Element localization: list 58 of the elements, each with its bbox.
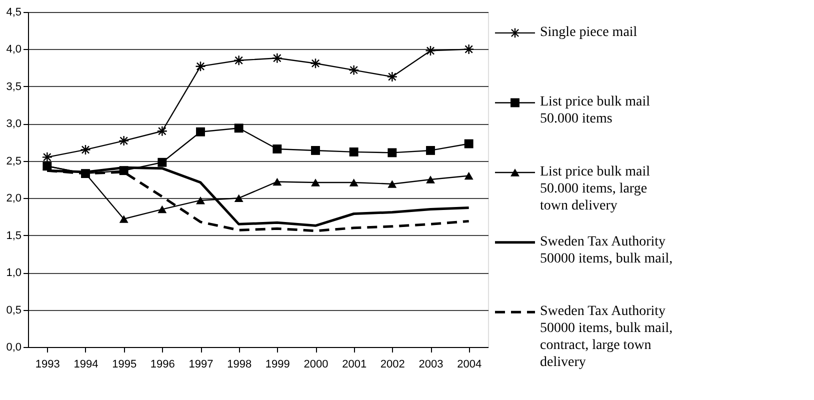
legend-label: List price bulk mail 50.000 items, large town delivery (540, 164, 650, 214)
y-tick-label: 2,0 (6, 192, 22, 205)
y-tick-label: 2,5 (6, 155, 22, 168)
x-tick-label: 1998 (227, 358, 252, 370)
point (118, 135, 130, 146)
point (464, 139, 474, 148)
x-tick-label: 1993 (35, 358, 60, 370)
point (272, 144, 282, 154)
point (388, 148, 397, 158)
point (311, 146, 320, 155)
point (195, 61, 206, 72)
y-tick-label: 1,0 (6, 267, 22, 280)
y-tick-label: 0,0 (6, 342, 22, 354)
point (42, 152, 53, 163)
point (158, 205, 167, 214)
y-tick-label: 3,5 (6, 80, 22, 93)
y-tick-label: 0,5 (6, 304, 22, 316)
point (349, 178, 358, 186)
x-tick-label: 2004 (457, 358, 482, 370)
point (234, 194, 244, 202)
point (233, 55, 244, 66)
point (386, 71, 398, 82)
x-tick-label: 2000 (304, 358, 328, 370)
point (196, 127, 205, 136)
point (119, 215, 128, 223)
point (196, 196, 205, 204)
point (234, 124, 244, 133)
y-tick-label: 4,5 (6, 6, 22, 18)
x-tick-label: 1995 (112, 358, 137, 370)
legend-label: List price bulk mail 50.000 items (540, 94, 650, 127)
x-tick-label: 1996 (150, 358, 175, 370)
x-tick-label: 2003 (418, 358, 444, 370)
point (272, 178, 282, 186)
point (311, 178, 320, 186)
x-tick-label: 1999 (265, 358, 290, 370)
x-tick-label: 1997 (188, 358, 214, 370)
legend-label: Single piece mail (540, 24, 638, 40)
point (80, 144, 91, 156)
y-tick-label: 1,5 (6, 230, 22, 242)
point (158, 158, 167, 167)
point (426, 176, 435, 184)
x-tick-label: 2002 (380, 358, 405, 370)
point (464, 172, 474, 180)
legend-label: Sweden Tax Authority 50000 items, bulk mail, contract, large town delivery (540, 304, 673, 370)
point (426, 146, 435, 155)
point (388, 180, 397, 188)
point (349, 147, 358, 156)
point (348, 64, 360, 76)
y-tick-label: 4,0 (6, 44, 22, 56)
point (272, 52, 283, 64)
point (156, 126, 168, 136)
y-tick-label: 3,0 (6, 118, 22, 130)
x-tick-label: 1994 (74, 358, 98, 370)
point (310, 58, 321, 69)
legend-label: Sweden Tax Authority 50000 items, bulk mail, (540, 234, 673, 266)
point (425, 45, 436, 56)
x-tick-label: 2001 (342, 358, 367, 370)
point (463, 44, 474, 55)
